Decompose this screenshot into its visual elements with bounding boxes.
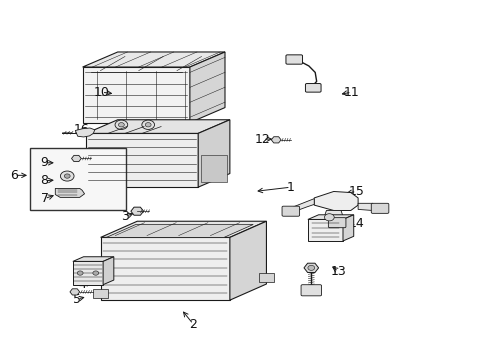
Polygon shape [314, 192, 357, 211]
FancyBboxPatch shape [305, 84, 321, 92]
Polygon shape [289, 199, 314, 212]
Polygon shape [189, 52, 224, 123]
Polygon shape [101, 221, 266, 237]
Text: 8: 8 [41, 174, 48, 187]
Text: 16: 16 [73, 123, 89, 136]
Polygon shape [307, 215, 353, 220]
Polygon shape [259, 273, 273, 282]
Polygon shape [93, 289, 108, 298]
Polygon shape [307, 220, 342, 241]
FancyBboxPatch shape [282, 206, 299, 216]
Polygon shape [71, 156, 81, 162]
Polygon shape [55, 188, 84, 197]
Circle shape [61, 171, 74, 181]
FancyBboxPatch shape [301, 285, 321, 296]
Polygon shape [86, 134, 198, 187]
Polygon shape [198, 120, 229, 187]
Text: 4: 4 [79, 278, 86, 291]
Polygon shape [103, 257, 114, 285]
Polygon shape [82, 52, 224, 67]
Circle shape [307, 265, 314, 270]
Circle shape [324, 214, 333, 221]
Polygon shape [342, 215, 353, 241]
Text: 15: 15 [348, 185, 364, 198]
Polygon shape [271, 137, 281, 143]
Text: 1: 1 [286, 181, 294, 194]
Circle shape [118, 123, 124, 127]
Text: 10: 10 [94, 86, 109, 99]
FancyBboxPatch shape [370, 203, 388, 213]
Polygon shape [106, 225, 253, 237]
Text: 2: 2 [189, 318, 197, 331]
Polygon shape [101, 237, 229, 300]
Polygon shape [229, 221, 266, 300]
Polygon shape [70, 289, 80, 295]
Circle shape [93, 271, 99, 275]
Polygon shape [131, 207, 143, 215]
Polygon shape [86, 120, 229, 134]
Circle shape [77, 271, 83, 275]
Text: 7: 7 [41, 192, 48, 205]
Polygon shape [75, 128, 95, 137]
Polygon shape [304, 263, 318, 273]
Text: 6: 6 [10, 169, 18, 182]
Circle shape [145, 123, 151, 127]
Text: 13: 13 [330, 265, 346, 278]
Text: 14: 14 [348, 217, 364, 230]
Polygon shape [324, 211, 343, 223]
Text: 5: 5 [73, 293, 81, 306]
Circle shape [115, 120, 127, 130]
Circle shape [142, 120, 154, 130]
Polygon shape [82, 67, 189, 123]
Text: 12: 12 [255, 132, 270, 145]
Text: 3: 3 [121, 210, 129, 223]
FancyBboxPatch shape [285, 55, 302, 64]
Polygon shape [73, 257, 114, 261]
Bar [200, 155, 227, 182]
Polygon shape [357, 203, 374, 211]
Text: 11: 11 [343, 86, 359, 99]
Polygon shape [73, 261, 103, 285]
FancyBboxPatch shape [328, 218, 345, 228]
Circle shape [64, 174, 70, 178]
Text: 9: 9 [41, 156, 48, 169]
Bar [30, 148, 126, 211]
